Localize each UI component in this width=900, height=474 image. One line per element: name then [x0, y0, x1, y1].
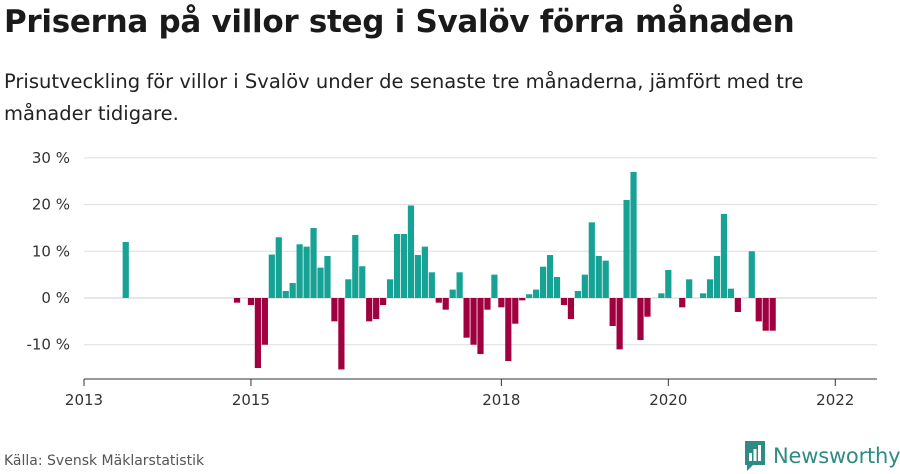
bar	[533, 289, 540, 298]
bar	[386, 279, 394, 298]
bar	[435, 298, 442, 303]
bar	[540, 266, 547, 298]
chart-subtitle: Prisutveckling för villor i Svalöv under…	[4, 70, 804, 125]
bar	[303, 246, 310, 298]
bar	[748, 251, 755, 298]
bar	[623, 199, 630, 298]
tick-labels: -10 % 0 % 10 % 20 % 30 % 2013 2015 2018 2020 2022…	[26, 140, 863, 409]
bar	[477, 298, 484, 355]
bar	[560, 298, 568, 305]
bar	[720, 213, 728, 298]
bar	[428, 272, 435, 298]
x-tick-label: 2022	[816, 391, 854, 409]
y-tick-label: 30 %	[32, 149, 70, 167]
bar	[247, 298, 255, 305]
bar	[609, 298, 616, 327]
bar	[546, 255, 554, 298]
bar	[658, 293, 665, 298]
bar	[324, 255, 331, 298]
bar	[414, 255, 421, 298]
bar	[352, 234, 359, 298]
bar	[734, 298, 741, 313]
bar	[366, 298, 373, 322]
bar	[727, 288, 735, 298]
bar	[470, 298, 477, 345]
latest-value-label: 7 %	[833, 140, 863, 144]
bar	[755, 298, 762, 322]
bar	[310, 227, 317, 298]
bar	[463, 298, 470, 338]
x-axis	[83, 378, 877, 386]
bar	[602, 260, 609, 298]
page-title: Priserna på villor steg i Svalöv förra m…	[4, 4, 795, 40]
bar	[616, 298, 623, 350]
bar	[665, 269, 672, 298]
bar	[595, 255, 602, 298]
bar	[498, 298, 505, 308]
bar	[122, 241, 129, 298]
bar	[762, 298, 769, 331]
bar	[268, 254, 275, 298]
bar	[686, 279, 693, 298]
bar	[373, 298, 380, 320]
bar	[512, 298, 519, 324]
bar	[421, 246, 428, 298]
bar	[644, 298, 651, 317]
x-tick-label: 2015	[232, 391, 270, 409]
bar	[282, 291, 289, 298]
y-tick-label: 10 %	[32, 242, 70, 260]
bar	[407, 205, 415, 298]
bar	[261, 298, 268, 345]
bar	[706, 279, 714, 298]
bar-chart: -10 % 0 % 10 % 20 % 30 % 2013 2015 2018 2020 2022…	[26, 140, 877, 409]
brand-name: Newsworthy	[773, 444, 900, 468]
y-tick-label: 0 %	[41, 289, 70, 307]
bar	[526, 294, 533, 298]
bar	[296, 244, 303, 298]
bar	[359, 266, 366, 298]
bar	[449, 289, 456, 298]
bar	[679, 298, 686, 308]
bar	[630, 171, 637, 298]
bar	[456, 272, 463, 298]
bar	[400, 234, 408, 298]
bar	[393, 234, 401, 298]
bar	[254, 298, 261, 369]
bar	[345, 279, 352, 298]
bar	[700, 293, 707, 298]
x-tick-label: 2020	[649, 391, 687, 409]
brand-logo[interactable]: Newsworthy	[744, 440, 900, 472]
bar	[505, 298, 512, 362]
newsworthy-logo-icon	[745, 441, 765, 471]
bar	[317, 267, 324, 298]
bar	[588, 222, 595, 298]
bar	[491, 274, 498, 298]
bar	[637, 298, 644, 341]
bar	[484, 298, 491, 310]
bars	[122, 171, 776, 370]
bar	[581, 274, 588, 298]
bar	[574, 291, 581, 298]
bar	[331, 298, 338, 322]
x-tick-label: 2018	[482, 391, 520, 409]
bar	[338, 298, 345, 370]
bar	[713, 255, 721, 298]
grid-lines	[84, 157, 877, 346]
y-tick-label: -10 %	[26, 336, 70, 354]
y-tick-label: 20 %	[32, 196, 70, 214]
bar	[442, 298, 449, 310]
source-note: Källa: Svensk Mäklarstatistik	[4, 453, 205, 469]
bar	[553, 276, 561, 298]
x-tick-label: 2013	[65, 391, 103, 409]
bar	[380, 298, 387, 305]
bar	[567, 298, 575, 320]
bar	[289, 283, 296, 298]
bar	[275, 237, 282, 298]
bar	[519, 298, 526, 301]
bar	[233, 298, 241, 303]
bar	[769, 298, 776, 331]
